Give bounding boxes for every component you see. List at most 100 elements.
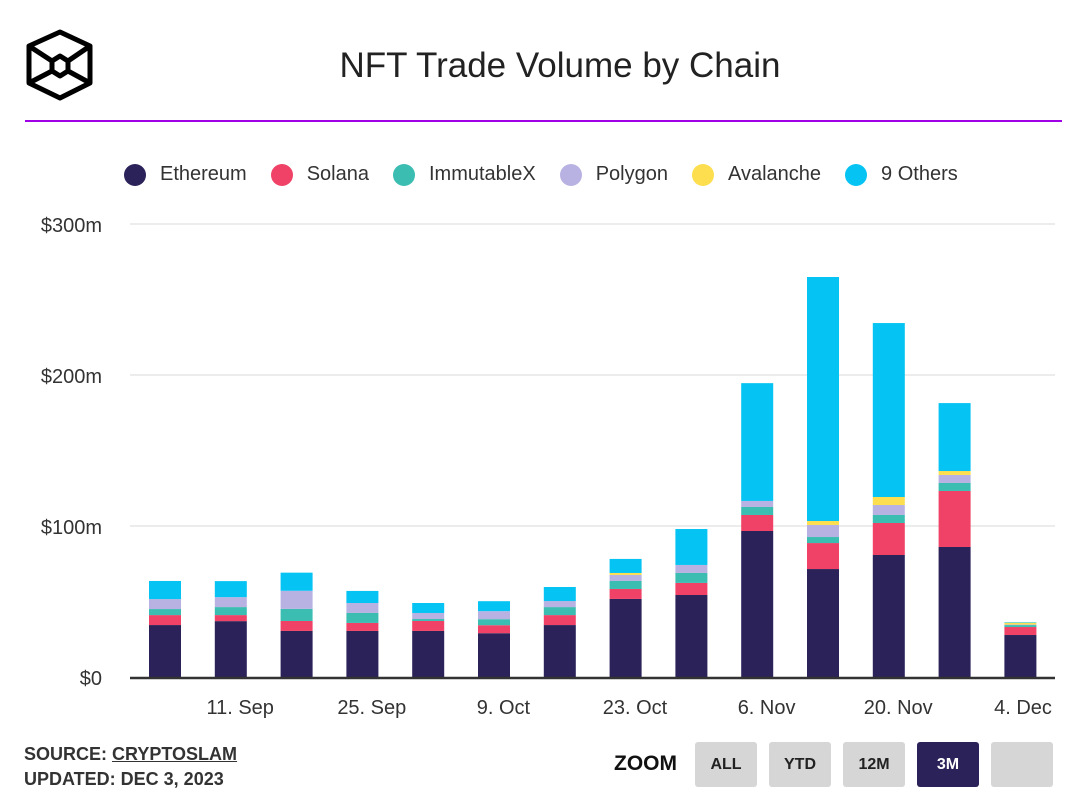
bar-segment-immutablex [412, 619, 445, 621]
legend-marker-icon [124, 163, 146, 186]
bar-segment-solana [609, 588, 642, 599]
source-info: SOURCE: CRYPTOSLAM UPDATED: DEC 3, 2023 [24, 742, 237, 792]
bar-segment-9-others [478, 601, 510, 612]
zoom-ytd-button[interactable]: YTD [769, 742, 831, 787]
bar-segment-avalanche [938, 471, 971, 475]
bar-segment-ethereum [741, 530, 774, 677]
legend-label: 9 Others [881, 163, 958, 185]
bar-segment-ethereum [149, 625, 181, 677]
bar-segment-9-others [938, 403, 971, 472]
bar-segment-9-others [609, 558, 642, 573]
logo-icon [26, 29, 93, 101]
chart-title: NFT Trade Volume by Chain [339, 46, 781, 85]
bar-segment-solana [280, 620, 313, 631]
bar-segment-ethereum [675, 595, 708, 677]
legend-marker-icon [692, 163, 714, 186]
bar-segment-immutablex [807, 537, 839, 544]
bar-segment-ethereum [214, 621, 247, 677]
legend-label: Ethereum [160, 163, 247, 185]
bar-segment-solana [675, 582, 708, 596]
bar-segment-solana [872, 522, 905, 555]
bar-segment-9-others [675, 529, 708, 565]
bar-segment-ethereum [478, 633, 510, 677]
bar-segment-9-others [741, 383, 774, 501]
legend-marker-icon [393, 163, 415, 186]
bar-segment-9-others [1004, 622, 1037, 623]
legend-item-polygon[interactable]: Polygon [559, 163, 668, 186]
legend-item-ethereum[interactable]: Ethereum [124, 163, 247, 186]
bar-segment-polygon [1004, 624, 1037, 626]
bar-segment-immutablex [478, 619, 510, 626]
bar-segment-immutablex [741, 506, 774, 515]
bar-segment-immutablex [214, 607, 247, 616]
bar-segment-9-others [872, 323, 905, 498]
y-tick-label: $0 [80, 668, 102, 690]
bar-segment-9-others [543, 587, 576, 602]
bar-segment-solana [149, 615, 181, 626]
legend-marker-icon [559, 163, 582, 186]
chart-area: $0 $100m $200m $300m 11. Sep 25. Sep 9. Oct 23.… [41, 215, 1055, 719]
bar-segment-immutablex [675, 572, 708, 583]
bar-segment-immutablex [938, 482, 971, 491]
legend-item-9-others[interactable]: 9 Others [845, 163, 958, 186]
legend-item-avalanche[interactable]: Avalanche [692, 163, 821, 186]
bar-segment-avalanche [609, 572, 642, 575]
bar-segment-solana [346, 622, 379, 631]
legend-label: ImmutableX [429, 163, 536, 185]
bar-segment-polygon [412, 612, 445, 620]
bar-segment-ethereum [807, 569, 839, 677]
legend-marker-icon [845, 163, 868, 186]
zoom-all-button[interactable]: ALL [695, 742, 757, 787]
bar-segment-solana [938, 490, 971, 547]
bar-segment-9-others [149, 580, 181, 600]
legend-label: Polygon [595, 163, 668, 185]
bar-segment-solana [214, 615, 247, 622]
bar-segment-avalanche [807, 521, 839, 525]
x-tick-label: 9. Oct [477, 697, 531, 719]
bar-segment-solana [1004, 627, 1037, 636]
bar-segment-ethereum [938, 546, 971, 677]
source-link[interactable]: CRYPTOSLAM [112, 744, 238, 764]
x-tick-label: 11. Sep [206, 697, 273, 719]
bar-segment-polygon [741, 500, 774, 507]
legend-item-solana[interactable]: Solana [270, 163, 369, 186]
y-tick-label: $100m [41, 517, 102, 539]
zoom-12m-button[interactable]: 12M [843, 742, 905, 787]
bar-segment-polygon [346, 603, 379, 613]
bar-segment-immutablex [872, 514, 905, 523]
bar-segment-solana [543, 615, 576, 626]
bar-segment-polygon [807, 524, 839, 538]
y-tick-label: $300m [41, 215, 102, 237]
x-tick-label: 25. Sep [337, 697, 406, 719]
legend: Ethereum Solana ImmutableX Polygon Avalanche… [124, 163, 982, 186]
bar-segment-ethereum [872, 554, 905, 677]
x-tick-label: 23. Oct [603, 697, 668, 719]
bar-segment-polygon [609, 574, 642, 581]
legend-item-immutablex[interactable]: ImmutableX [393, 163, 536, 186]
bar-segment-solana [807, 543, 839, 570]
bar-segment-polygon [478, 611, 510, 620]
legend-label: Solana [306, 163, 369, 185]
bar-segment-9-others [412, 603, 445, 613]
bar-segment-polygon [149, 599, 181, 610]
bar-segment-9-others [346, 590, 379, 604]
bar-segment-polygon [214, 597, 247, 608]
bar-segment-avalanche [872, 497, 905, 506]
bar-segment-polygon [872, 505, 905, 515]
zoom-extra-button[interactable] [991, 742, 1053, 787]
x-tick-label: 4. Dec [994, 697, 1052, 719]
zoom-3m-button[interactable]: 3M [917, 742, 979, 787]
bar-segment-polygon [938, 474, 971, 483]
bar-segment-polygon [675, 564, 708, 573]
bar-segment-solana [412, 620, 445, 631]
bar-segment-ethereum [280, 630, 313, 677]
x-tick-label: 20. Nov [864, 697, 933, 719]
bar-segment-immutablex [346, 612, 379, 623]
bar-segment-immutablex [149, 609, 181, 616]
bar-segment-9-others [214, 581, 247, 598]
zoom-label: ZOOM [614, 752, 677, 775]
title-divider [25, 120, 1062, 122]
bar-segment-ethereum [609, 598, 642, 677]
updated-date: UPDATED: DEC 3, 2023 [24, 769, 224, 789]
y-tick-label: $200m [41, 366, 102, 388]
